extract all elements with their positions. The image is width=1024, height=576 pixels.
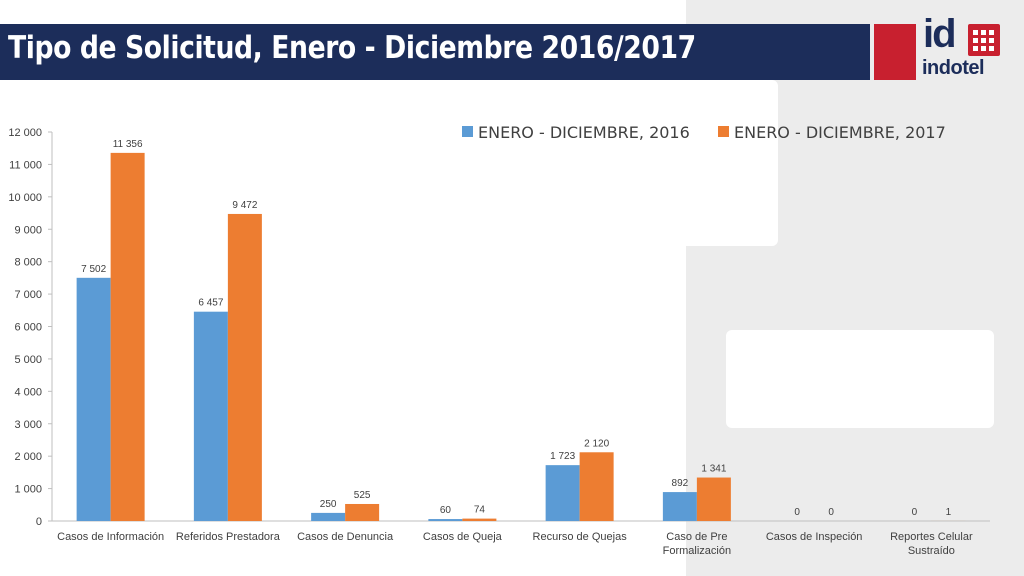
data-label: 1 341: [701, 464, 726, 475]
legend-label: ENERO - DICIEMBRE, 2016: [478, 123, 690, 142]
data-label: 1 723: [550, 451, 575, 462]
data-label: 0: [828, 507, 834, 518]
bar-2016: [193, 311, 228, 521]
x-tick-label: Reportes Celular: [890, 531, 973, 543]
data-label: 525: [354, 490, 371, 501]
y-tick-label: 1 000: [14, 484, 42, 496]
title-bar: [0, 24, 870, 80]
bar-2016: [545, 465, 580, 521]
y-tick-label: 4 000: [14, 386, 42, 398]
x-tick-label: Formalización: [663, 545, 731, 557]
bar-2017: [696, 477, 731, 521]
legend-swatch: [718, 126, 729, 137]
logo-mark: id: [923, 12, 957, 56]
bar-2017: [227, 213, 262, 521]
legend-label: ENERO - DICIEMBRE, 2017: [734, 123, 946, 142]
data-label: 74: [474, 505, 486, 516]
data-label: 1: [946, 507, 952, 518]
y-tick-label: 11 000: [9, 159, 42, 171]
data-label: 7 502: [81, 264, 106, 275]
bar-2016: [662, 492, 697, 521]
bar-2017: [110, 152, 145, 521]
y-tick-label: 3 000: [14, 419, 42, 431]
y-tick-label: 6 000: [14, 322, 42, 334]
logo-wordmark: indotel: [922, 57, 985, 79]
side-card: [726, 330, 994, 428]
data-label: 0: [912, 507, 918, 518]
bar-2016: [428, 519, 463, 521]
x-tick-label: Referidos Prestadora: [176, 531, 281, 543]
bar-2016: [311, 512, 346, 521]
y-tick-label: 7 000: [14, 289, 42, 301]
data-label: 9 472: [232, 200, 257, 211]
bar-2017: [462, 518, 497, 521]
data-label: 0: [794, 507, 800, 518]
logo-grid-icon: [968, 24, 1000, 56]
y-tick-label: 12 000: [8, 127, 42, 139]
side-card-top: [686, 80, 778, 246]
logo-red-block: [874, 24, 916, 80]
y-tick-label: 10 000: [8, 192, 42, 204]
bar-2017: [579, 452, 614, 521]
bar-2016: [76, 277, 111, 521]
bar-2017: [345, 503, 380, 521]
x-tick-label: Sustraído: [908, 545, 955, 557]
data-label: 892: [672, 478, 689, 489]
y-tick-label: 9 000: [14, 224, 42, 236]
y-tick-label: 2 000: [14, 451, 42, 463]
x-tick-label: Casos de Inspeción: [766, 531, 863, 543]
y-tick-label: 5 000: [14, 354, 42, 366]
page-title: Tipo de Solicitud, Enero - Diciembre 201…: [8, 30, 696, 66]
data-label: 6 457: [198, 298, 223, 309]
y-tick-label: 8 000: [14, 257, 42, 269]
legend-swatch: [462, 126, 473, 137]
data-label: 11 356: [113, 139, 143, 150]
data-label: 2 120: [584, 438, 609, 449]
data-label: 60: [440, 505, 452, 516]
x-tick-label: Recurso de Quejas: [533, 531, 628, 543]
y-tick-label: 0: [36, 516, 42, 528]
x-tick-label: Caso de Pre: [666, 531, 727, 543]
x-tick-label: Casos de Información: [57, 531, 164, 543]
x-tick-label: Casos de Queja: [423, 531, 503, 543]
x-tick-label: Casos de Denuncia: [297, 531, 394, 543]
data-label: 250: [320, 499, 337, 510]
